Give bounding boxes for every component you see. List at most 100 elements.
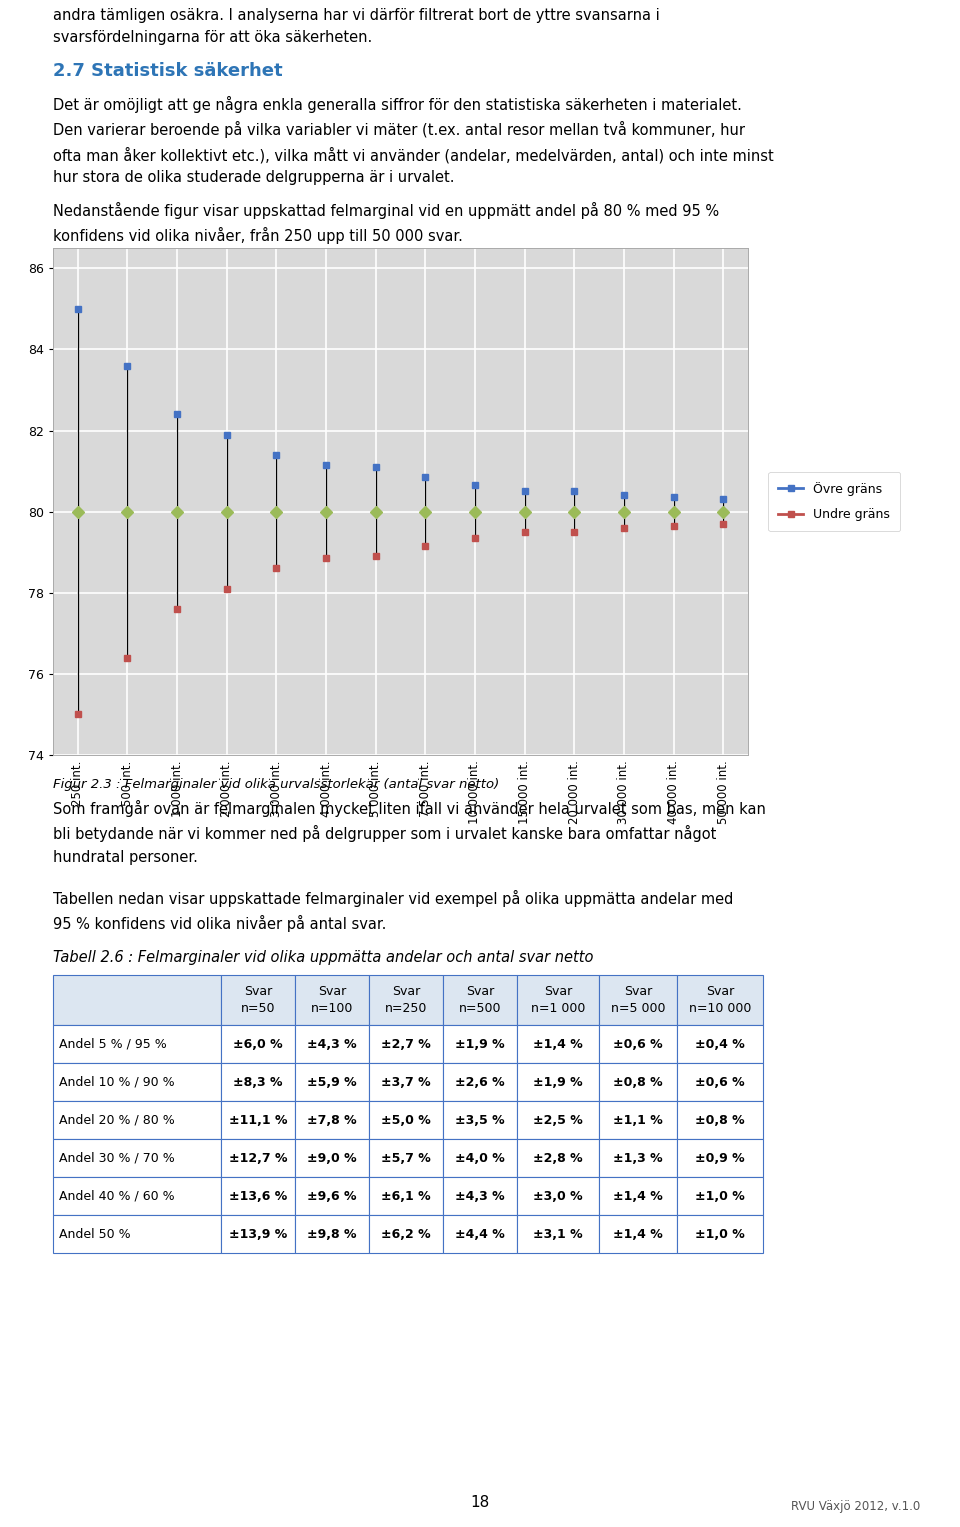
Bar [295,1063,369,1101]
Text: ±6,1 %: ±6,1 % [381,1190,431,1202]
Bar [443,1101,517,1139]
Text: RVU Växjö 2012, v.1.0: RVU Växjö 2012, v.1.0 [791,1500,920,1513]
Text: ±7,8 %: ±7,8 % [307,1113,357,1127]
Bar [369,1139,443,1177]
Bar [517,1177,599,1215]
Text: ±9,0 %: ±9,0 % [307,1151,357,1165]
Bar [295,1025,369,1063]
Text: ±0,6 %: ±0,6 % [613,1037,662,1051]
Bar [369,976,443,1025]
Bar [599,1139,677,1177]
Bar [517,1063,599,1101]
Text: Det är omöjligt att ge några enkla generalla siffror för den statistiska säkerhe: Det är omöjligt att ge några enkla gener… [53,96,774,185]
Bar [369,1177,443,1215]
Text: ±6,2 %: ±6,2 % [381,1228,431,1240]
Text: Svar
n=1 000: Svar n=1 000 [531,985,586,1015]
Bar [53,1177,221,1215]
Text: ±5,9 %: ±5,9 % [307,1075,357,1089]
Text: Andel 5 % / 95 %: Andel 5 % / 95 % [59,1037,167,1051]
Text: Andel 50 %: Andel 50 % [59,1228,131,1240]
Text: Nedanstående figur visar uppskattad felmarginal vid en uppmätt andel på 80 % med: Nedanstående figur visar uppskattad felm… [53,202,719,244]
Bar [221,1177,295,1215]
Text: Svar
n=10 000: Svar n=10 000 [689,985,751,1015]
Text: ±13,6 %: ±13,6 % [228,1190,287,1202]
Bar [443,1215,517,1254]
Text: Tabell 2.6 : Felmarginaler vid olika uppmätta andelar och antal svar netto: Tabell 2.6 : Felmarginaler vid olika upp… [53,950,593,965]
Bar [221,1063,295,1101]
Text: Svar
n=5 000: Svar n=5 000 [611,985,665,1015]
Bar [677,1215,763,1254]
Text: ±2,8 %: ±2,8 % [533,1151,583,1165]
Bar [53,1063,221,1101]
Bar [221,1101,295,1139]
Text: ±11,1 %: ±11,1 % [228,1113,287,1127]
Bar [517,1025,599,1063]
Legend: Övre gräns, Undre gräns: Övre gräns, Undre gräns [768,472,900,531]
Bar [221,1139,295,1177]
Bar [53,1215,221,1254]
Bar [443,1177,517,1215]
Text: ±0,4 %: ±0,4 % [695,1037,745,1051]
Bar [443,1139,517,1177]
Text: ±4,4 %: ±4,4 % [455,1228,505,1240]
Text: ±1,0 %: ±1,0 % [695,1228,745,1240]
Text: Svar
n=50: Svar n=50 [241,985,276,1015]
Text: ±9,6 %: ±9,6 % [307,1190,357,1202]
Bar [53,1139,221,1177]
Text: 18: 18 [470,1495,490,1510]
Text: ±12,7 %: ±12,7 % [228,1151,287,1165]
Bar [517,976,599,1025]
Bar [599,976,677,1025]
Text: ±1,4 %: ±1,4 % [533,1037,583,1051]
Bar [443,1063,517,1101]
Text: Svar
n=250: Svar n=250 [385,985,427,1015]
Text: Som framgår ovan är felmarginalen mycket liten ifall vi använder hela urvalet so: Som framgår ovan är felmarginalen mycket… [53,800,766,864]
Text: Figur 2.3 : Felmarginaler vid olika urvalsstorlekar (antal svar netto): Figur 2.3 : Felmarginaler vid olika urva… [53,777,499,791]
Text: ±0,6 %: ±0,6 % [695,1075,745,1089]
Bar [295,976,369,1025]
Text: ±1,1 %: ±1,1 % [613,1113,662,1127]
Bar [677,1063,763,1101]
Bar [369,1025,443,1063]
Text: andra tämligen osäkra. I analyserna har vi därför filtrerat bort de yttre svansa: andra tämligen osäkra. I analyserna har … [53,8,660,46]
Text: ±1,4 %: ±1,4 % [613,1190,662,1202]
Bar [599,1101,677,1139]
Text: Svar
n=500: Svar n=500 [459,985,501,1015]
Bar [677,1177,763,1215]
Text: ±1,4 %: ±1,4 % [613,1228,662,1240]
Text: ±3,0 %: ±3,0 % [533,1190,583,1202]
Text: ±3,7 %: ±3,7 % [381,1075,431,1089]
Bar [517,1101,599,1139]
Text: ±0,9 %: ±0,9 % [695,1151,745,1165]
Bar [221,976,295,1025]
Bar [599,1177,677,1215]
Text: ±2,7 %: ±2,7 % [381,1037,431,1051]
Bar [53,1025,221,1063]
Text: Andel 40 % / 60 %: Andel 40 % / 60 % [59,1190,175,1202]
Text: Svar
n=100: Svar n=100 [311,985,353,1015]
Bar [443,1025,517,1063]
Text: ±6,0 %: ±6,0 % [233,1037,283,1051]
Text: ±5,7 %: ±5,7 % [381,1151,431,1165]
Bar [369,1063,443,1101]
Text: ±0,8 %: ±0,8 % [695,1113,745,1127]
Bar [221,1025,295,1063]
Text: ±0,8 %: ±0,8 % [613,1075,662,1089]
Bar [599,1063,677,1101]
Text: ±2,5 %: ±2,5 % [533,1113,583,1127]
Text: ±4,0 %: ±4,0 % [455,1151,505,1165]
Bar [517,1215,599,1254]
Bar [221,1215,295,1254]
Text: ±9,8 %: ±9,8 % [307,1228,357,1240]
Text: ±1,9 %: ±1,9 % [455,1037,505,1051]
Bar [53,976,221,1025]
Bar [295,1177,369,1215]
Bar [677,1025,763,1063]
Text: Andel 10 % / 90 %: Andel 10 % / 90 % [59,1075,175,1089]
Bar [517,1139,599,1177]
Bar [599,1025,677,1063]
Bar [295,1139,369,1177]
Text: ±5,0 %: ±5,0 % [381,1113,431,1127]
Text: ±2,6 %: ±2,6 % [455,1075,505,1089]
Bar [369,1215,443,1254]
